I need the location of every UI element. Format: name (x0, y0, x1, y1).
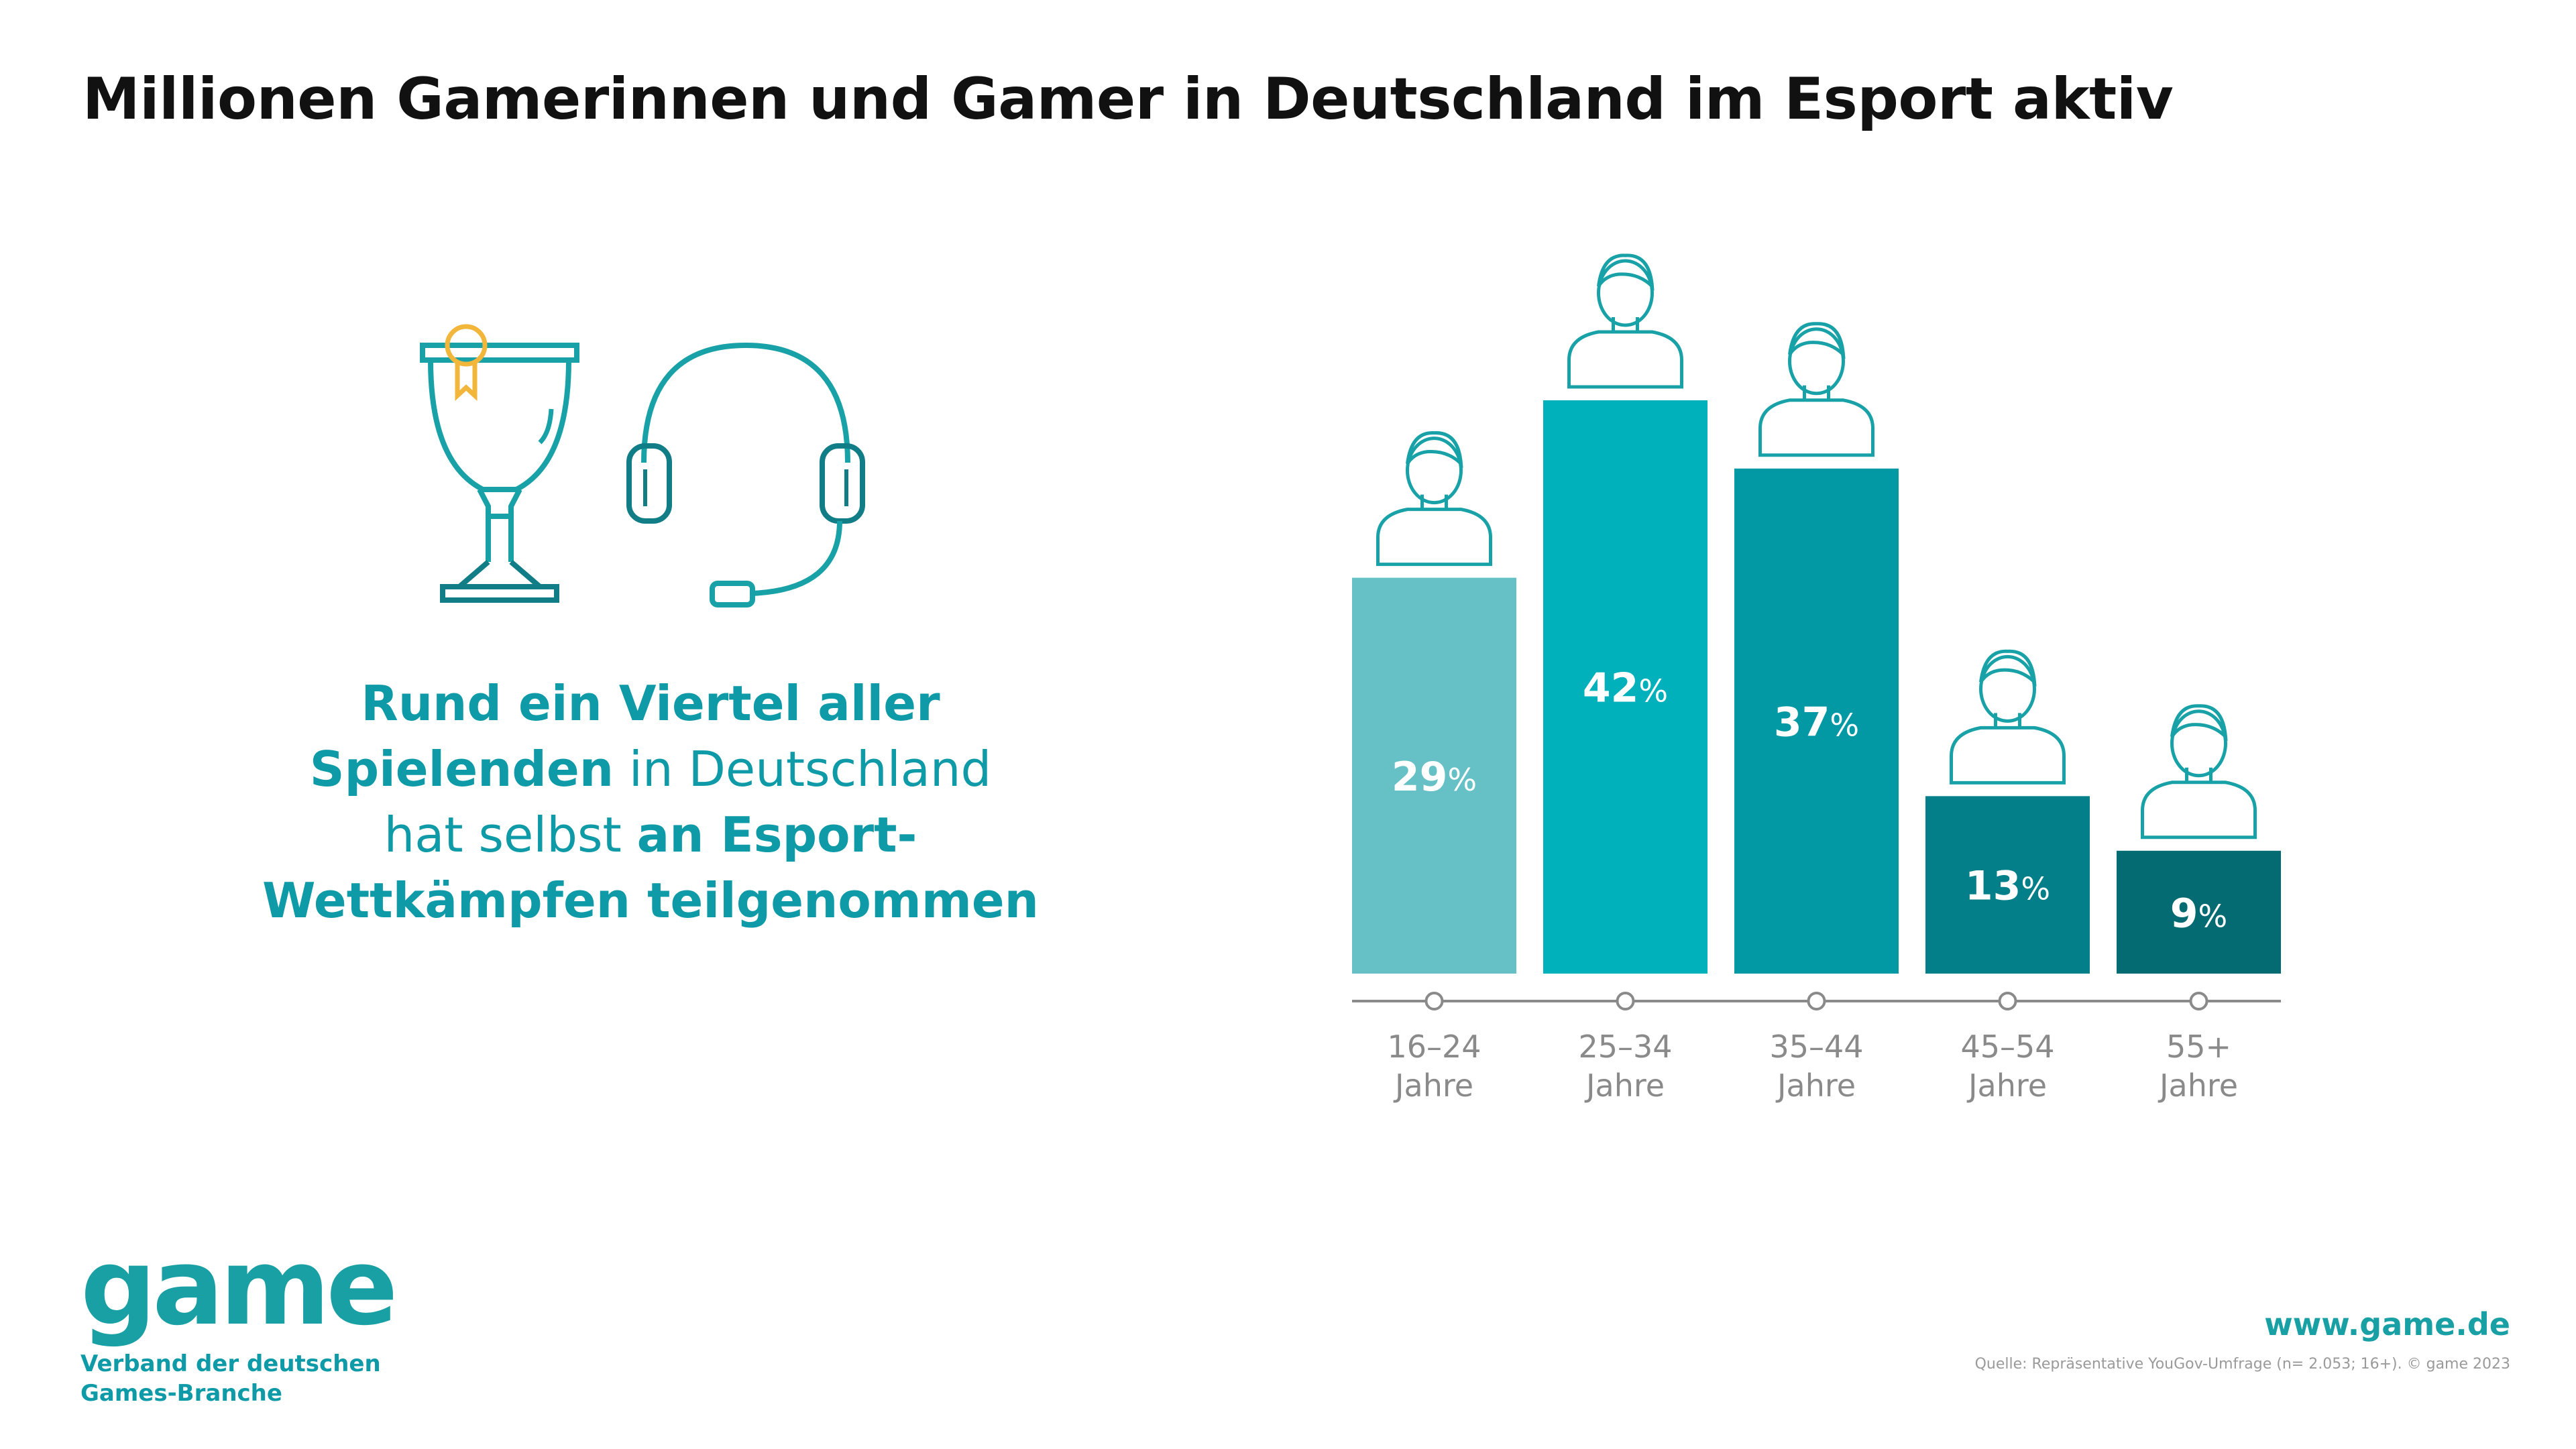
website-link[interactable]: www.game.de (2264, 1306, 2510, 1342)
person-icon (1758, 322, 1874, 457)
illustration (420, 324, 865, 607)
value-label: 29% (1392, 754, 1477, 801)
bar (1543, 400, 1707, 974)
value-label: 37% (1774, 699, 1859, 746)
category-label: 55+ (2166, 1029, 2231, 1065)
axis-tick (1616, 992, 1635, 1010)
ribbon-icon (445, 324, 488, 401)
headline-line4: Wettkämpfen teilgenommen (262, 872, 1039, 929)
person-icon (1376, 431, 1492, 567)
bar (1925, 796, 2090, 974)
category-label: Jahre (2158, 1067, 2238, 1104)
value-label: 9% (2170, 890, 2227, 937)
logo-subtitle-line1: Verband der deutschen (80, 1350, 381, 1377)
category-label: 45–54 (1960, 1029, 2054, 1065)
axis-tick (1807, 992, 1826, 1010)
category-label: 16–24 (1387, 1029, 1481, 1065)
logo-subtitle-line2: Games-Branche (80, 1380, 282, 1407)
axis-tick (2189, 992, 2208, 1010)
category-label: Jahre (1393, 1067, 1473, 1104)
category-label: 25–34 (1578, 1029, 1672, 1065)
bar (1734, 468, 1899, 974)
value-label: 13% (1965, 863, 2050, 910)
page-title: Millionen Gamerinnen und Gamer in Deutsc… (82, 66, 2174, 133)
headline-line1: Rund ein Viertel aller (361, 675, 940, 732)
logo: game Verband der deutschen Games-Branche (80, 1226, 398, 1408)
headline-line2-bold: Spielenden (309, 741, 614, 797)
source-note: Quelle: Repräsentative YouGov-Umfrage (n… (1974, 1356, 2510, 1373)
person-icon (2141, 704, 2257, 839)
logo-subtitle: Verband der deutschen Games-Branche (80, 1349, 394, 1408)
logo-wordmark: game (80, 1226, 398, 1349)
person-icon (1950, 649, 2066, 785)
category-label: Jahre (1966, 1067, 2047, 1104)
axis-tick (1998, 992, 2017, 1010)
axis-tick (1424, 992, 1444, 1010)
headline-line3-rest: hat selbst (384, 807, 637, 863)
category-label: Jahre (1775, 1067, 1856, 1104)
bar (2117, 850, 2281, 974)
headset-icon (626, 342, 865, 607)
value-label: 42% (1583, 665, 1668, 712)
headline-line3-bold: an Esport- (636, 807, 917, 863)
person-icon (1567, 253, 1683, 389)
trophy-icon (420, 343, 579, 603)
category-label: Jahre (1584, 1067, 1665, 1104)
headline: Rund ein Viertel aller Spielenden in Deu… (201, 671, 1100, 933)
category-label: 35–44 (1769, 1029, 1863, 1065)
bar (1352, 577, 1516, 974)
headline-line2-rest: in Deutschland (614, 741, 992, 797)
